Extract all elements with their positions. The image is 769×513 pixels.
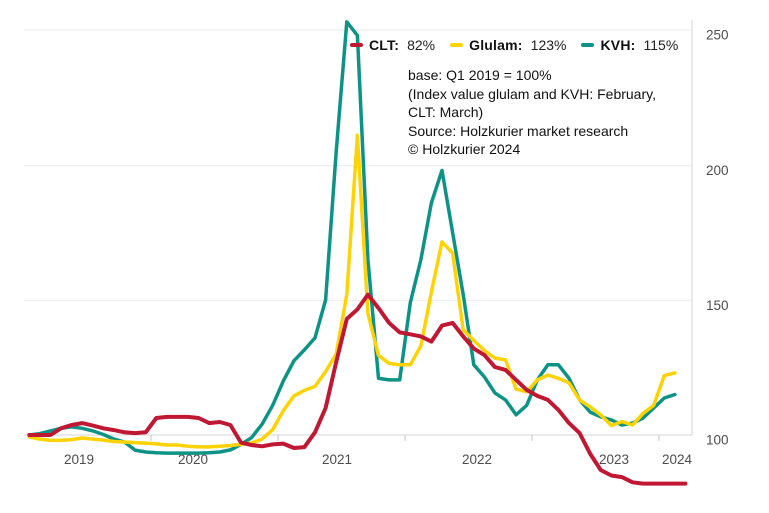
annotation-index-note-1: (Index value glulam and KVH: February, bbox=[408, 85, 656, 102]
x-axis-label-2020: 2020 bbox=[178, 452, 208, 467]
x-axis-label-2024: 2024 bbox=[662, 452, 693, 467]
legend-label-kvh: KVH: bbox=[600, 37, 636, 53]
annotation-block: base: Q1 2019 = 100% (Index value glulam… bbox=[408, 66, 656, 159]
annotation-source: Source: Holzkurier market research bbox=[408, 122, 629, 139]
x-axis-label-2021: 2021 bbox=[322, 452, 352, 467]
legend-value-kvh: 115% bbox=[643, 37, 679, 53]
x-axis-label-2022: 2022 bbox=[462, 452, 492, 467]
annotation-copyright: © Holzkurier 2024 bbox=[408, 141, 521, 157]
series-line-clt bbox=[27, 292, 688, 486]
series-line-glulam bbox=[27, 133, 677, 449]
clt-legend-dash-icon bbox=[350, 43, 363, 47]
legend-item-clt: CLT: 82% bbox=[350, 37, 435, 53]
glulam-legend-dash-icon bbox=[450, 43, 464, 47]
legend-value-glulam: 123% bbox=[530, 37, 567, 53]
legend-label-clt: CLT: bbox=[369, 37, 400, 53]
y-axis-label-150: 150 bbox=[706, 298, 729, 313]
annotation-base-note: base: Q1 2019 = 100% bbox=[408, 67, 552, 83]
legend-value-clt: 82% bbox=[407, 37, 436, 53]
y-axis-label-200: 200 bbox=[706, 163, 729, 178]
x-axis-label-2023: 2023 bbox=[599, 452, 629, 467]
kvh-legend-dash-icon bbox=[581, 43, 595, 47]
annotation-index-note-2: CLT: March) bbox=[408, 104, 484, 120]
legend-item-glulam: Glulam: 123% bbox=[450, 37, 566, 53]
y-axis-label-100: 100 bbox=[706, 433, 729, 448]
series-line-kvh bbox=[27, 20, 677, 455]
legend: CLT: 82% Glulam: 123% KVH: 115% bbox=[350, 37, 678, 53]
y-axis-label-250: 250 bbox=[706, 28, 729, 43]
legend-label-glulam: Glulam: bbox=[469, 37, 523, 53]
legend-item-kvh: KVH: 115% bbox=[581, 37, 678, 53]
x-axis-label-2019: 2019 bbox=[64, 452, 94, 467]
